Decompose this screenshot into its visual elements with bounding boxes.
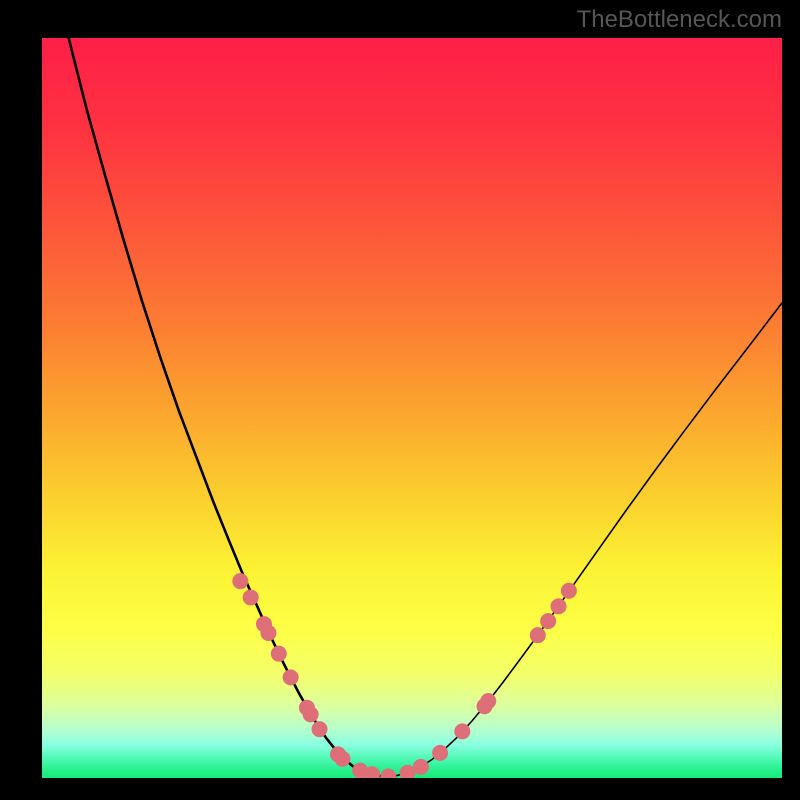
data-marker [413, 759, 429, 775]
data-marker [232, 573, 248, 589]
data-marker [303, 706, 319, 722]
data-marker [432, 745, 448, 761]
data-marker [260, 625, 276, 641]
data-marker [334, 751, 350, 767]
data-marker [561, 583, 577, 599]
data-marker [454, 723, 470, 739]
plot-area [42, 38, 782, 778]
data-marker [312, 721, 328, 737]
data-marker [283, 669, 299, 685]
data-marker [530, 627, 546, 643]
watermark-text: TheBottleneck.com [577, 6, 782, 34]
data-marker [480, 693, 496, 709]
bottleneck-chart [42, 38, 782, 778]
data-marker [271, 646, 287, 662]
gradient-background [42, 38, 782, 778]
data-marker [243, 589, 259, 605]
data-marker [540, 613, 556, 629]
data-marker [551, 598, 567, 614]
